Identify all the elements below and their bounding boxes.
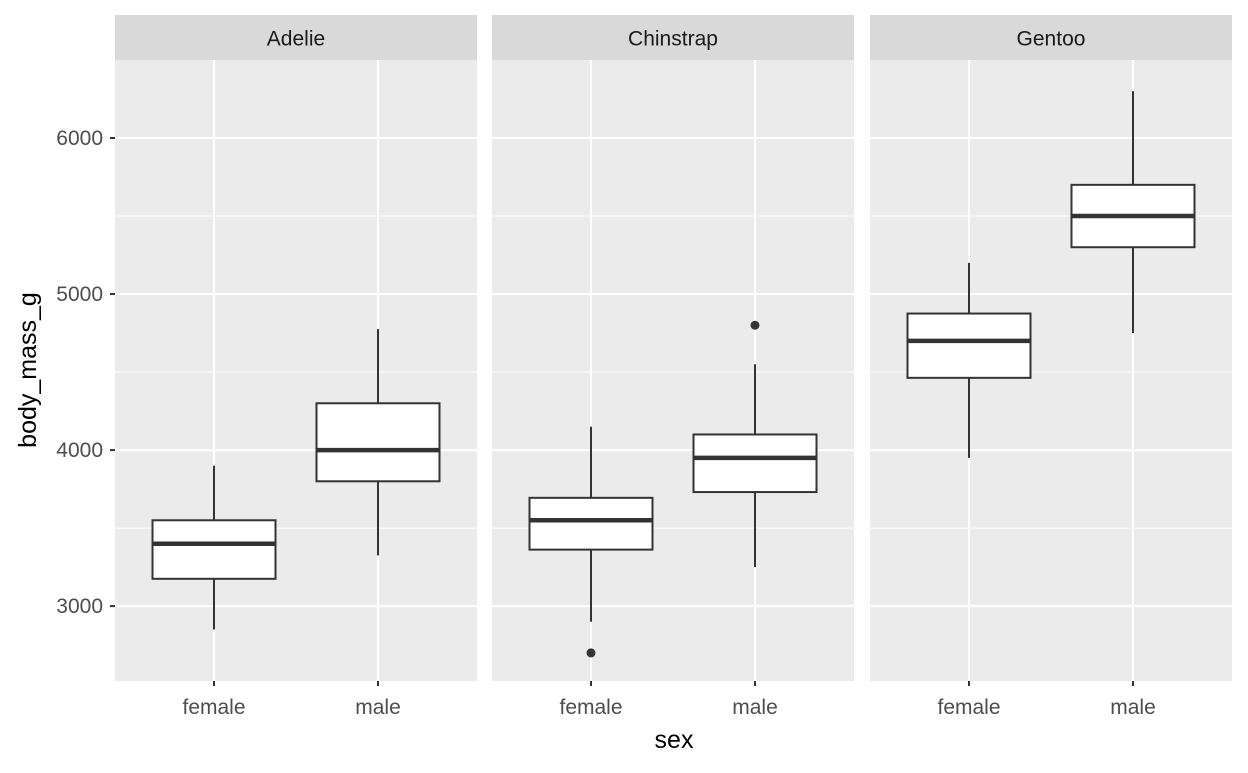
facet-panel-adelie: Adelie [115, 15, 477, 681]
x-tick-label: male [1110, 696, 1156, 719]
facet-panel-chinstrap: Chinstrap [492, 15, 854, 681]
box-iqr [315, 402, 441, 483]
x-tick-label: male [355, 696, 401, 719]
box-male [1070, 91, 1196, 334]
y-tick-label: 6000 [56, 127, 103, 150]
y-axis-title: body_mass_g [14, 292, 42, 448]
box-male [692, 320, 818, 568]
x-tick-label: female [937, 696, 1000, 719]
box-female [151, 465, 277, 630]
facet-strip [492, 15, 854, 60]
facet-strip [870, 15, 1232, 60]
y-tick-label: 3000 [56, 595, 103, 618]
y-tick-label: 4000 [56, 439, 103, 462]
outlier-point [586, 648, 596, 658]
y-tick-label: 5000 [56, 283, 103, 306]
x-tick-label: female [559, 696, 622, 719]
box-iqr [528, 496, 654, 551]
facet-panel-gentoo: Gentoo [870, 15, 1232, 681]
facet-strip [115, 15, 477, 60]
box-iqr [692, 433, 818, 494]
box-female [906, 262, 1032, 458]
x-tick-label: female [182, 696, 245, 719]
x-tick-label: male [732, 696, 778, 719]
facet-strip-label: Adelie [267, 28, 325, 51]
box-female [528, 426, 654, 658]
outlier-point [750, 320, 760, 330]
panel-background [115, 60, 477, 681]
facet-strip-label: Gentoo [1017, 28, 1086, 51]
box-iqr [906, 312, 1032, 379]
box-iqr [151, 519, 277, 580]
box-male [315, 329, 441, 556]
facet-strip-label: Chinstrap [628, 28, 718, 51]
x-axis-title: sex [655, 726, 694, 754]
panel-background [492, 60, 854, 681]
